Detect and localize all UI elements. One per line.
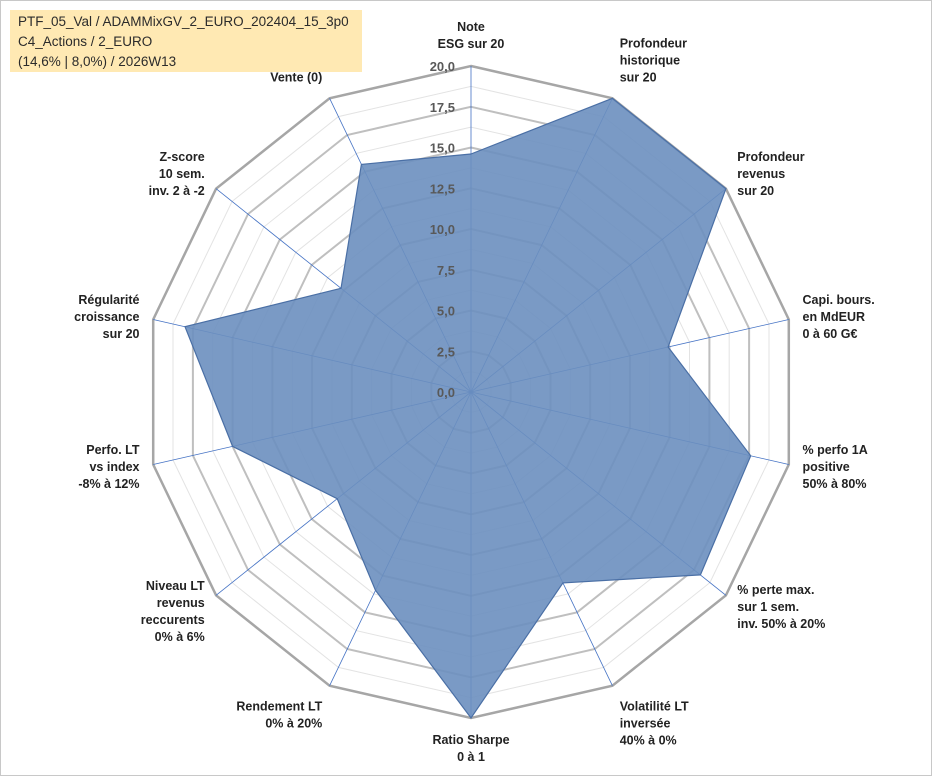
axis-label: Capi. bours. en MdEUR 0 à 60 G€ xyxy=(803,293,875,341)
radar-series xyxy=(184,97,752,720)
info-line-3: (14,6% | 8,0%) / 2026W13 xyxy=(18,54,177,69)
axis-label: % perfo 1A positive 50% à 80% xyxy=(803,443,868,491)
radar-tick-labels: 0,0 2,5 5,0 7,5 10,0 12,5 15,0 17,5 20,0 xyxy=(430,59,455,400)
axis-label: Régularité croissance sur 20 xyxy=(74,293,139,341)
tick-label: 15,0 xyxy=(430,141,455,156)
series-area xyxy=(184,97,752,720)
info-line-2: C4_Actions / 2_EURO xyxy=(18,34,153,49)
axis-label: % perte max. sur 1 sem. inv. 50% à 20% xyxy=(737,583,825,631)
axis-label: Profondeur revenus sur 20 xyxy=(737,150,804,198)
tick-label: 5,0 xyxy=(437,304,455,319)
portfolio-info-box: PTF_05_Val / ADAMMixGV_2_EURO_202404_15_… xyxy=(10,10,362,72)
axis-label: Profondeur historique sur 20 xyxy=(620,37,687,85)
info-line-1: PTF_05_Val / ADAMMixGV_2_EURO_202404_15_… xyxy=(18,14,349,29)
tick-label: 12,5 xyxy=(430,181,455,196)
axis-label: Volatilité LT inversée 40% à 0% xyxy=(620,700,689,748)
axis-label: Niveau LT revenus reccurents 0% à 6% xyxy=(141,579,205,644)
axis-label: Ratio Sharpe 0 à 1 xyxy=(432,733,509,764)
tick-label: 7,5 xyxy=(437,263,455,278)
tick-label: 10,0 xyxy=(430,222,455,237)
tick-label: 2,5 xyxy=(437,344,455,359)
tick-label: 0,0 xyxy=(437,385,455,400)
tick-label: 17,5 xyxy=(430,100,455,115)
axis-label: Z-score 10 sem. inv. 2 à -2 xyxy=(149,150,205,198)
axis-label: Rendement LT 0% à 20% xyxy=(236,700,322,731)
axis-label: Note ESG sur 20 xyxy=(438,20,505,51)
radar-axis-labels: Note ESG sur 20 Profondeur historique sur 20… xyxy=(74,20,875,764)
tick-label: 20,0 xyxy=(430,59,455,74)
axis-label: Perfo. LT vs index -8% à 12% xyxy=(78,443,140,491)
